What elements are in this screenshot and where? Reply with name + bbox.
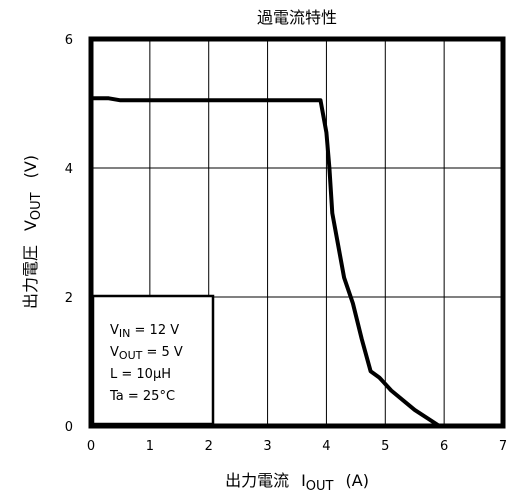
condition-text: L = 10μH [110,367,171,382]
y-axis-label-unit: (V) [21,155,40,178]
condition-line: VIN = 12 V [110,323,179,340]
condition-symbol: V [110,345,119,360]
y-axis-label-sub: OUT [29,192,44,220]
x-axis-label-unit: (A) [346,471,369,490]
y-tick-label: 6 [65,33,73,48]
chart-title: 過電流特性 [257,8,337,27]
x-tick-label: 2 [205,439,213,454]
conditions-box-frame [91,294,215,426]
plot-frame [88,36,506,429]
tick-labels: 0 1 2 3 4 5 6 7 0 2 4 6 [65,33,507,454]
x-tick-label: 3 [263,439,271,454]
y-axis-label-prefix: 出力電圧 [21,245,40,309]
x-tick-label: 1 [146,439,154,454]
x-tick-label: 0 [87,439,95,454]
condition-text: = 5 V [142,345,183,360]
condition-line: VOUT = 5 V [110,345,183,362]
y-tick-label: 2 [65,291,73,306]
condition-subscript: IN [119,327,130,340]
y-axis-label: 出力電圧 VOUT (V) [21,155,44,309]
x-axis-label-prefix: 出力電流 [225,471,289,490]
y-tick-label: 4 [65,162,73,177]
condition-text: = 12 V [130,323,179,338]
condition-text: Ta = 25°C [109,389,175,404]
condition-symbol: V [110,323,119,338]
series [91,96,441,428]
x-axis-label: 出力電流 IOUT (A) [225,471,369,494]
x-axis-label-sub: OUT [306,479,334,494]
x-tick-label: 5 [381,439,389,454]
y-tick-label: 0 [65,420,73,435]
x-tick-label: 6 [440,439,448,454]
condition-line: L = 10μH [110,367,171,382]
condition-line: Ta = 25°C [109,389,175,404]
y-axis-label-symbol: V [21,220,40,231]
x-tick-label: 4 [322,439,330,454]
condition-subscript: OUT [119,349,143,362]
x-axis-label-symbol: I [301,471,306,490]
series-line-0 [91,96,441,428]
x-tick-label: 7 [499,439,507,454]
